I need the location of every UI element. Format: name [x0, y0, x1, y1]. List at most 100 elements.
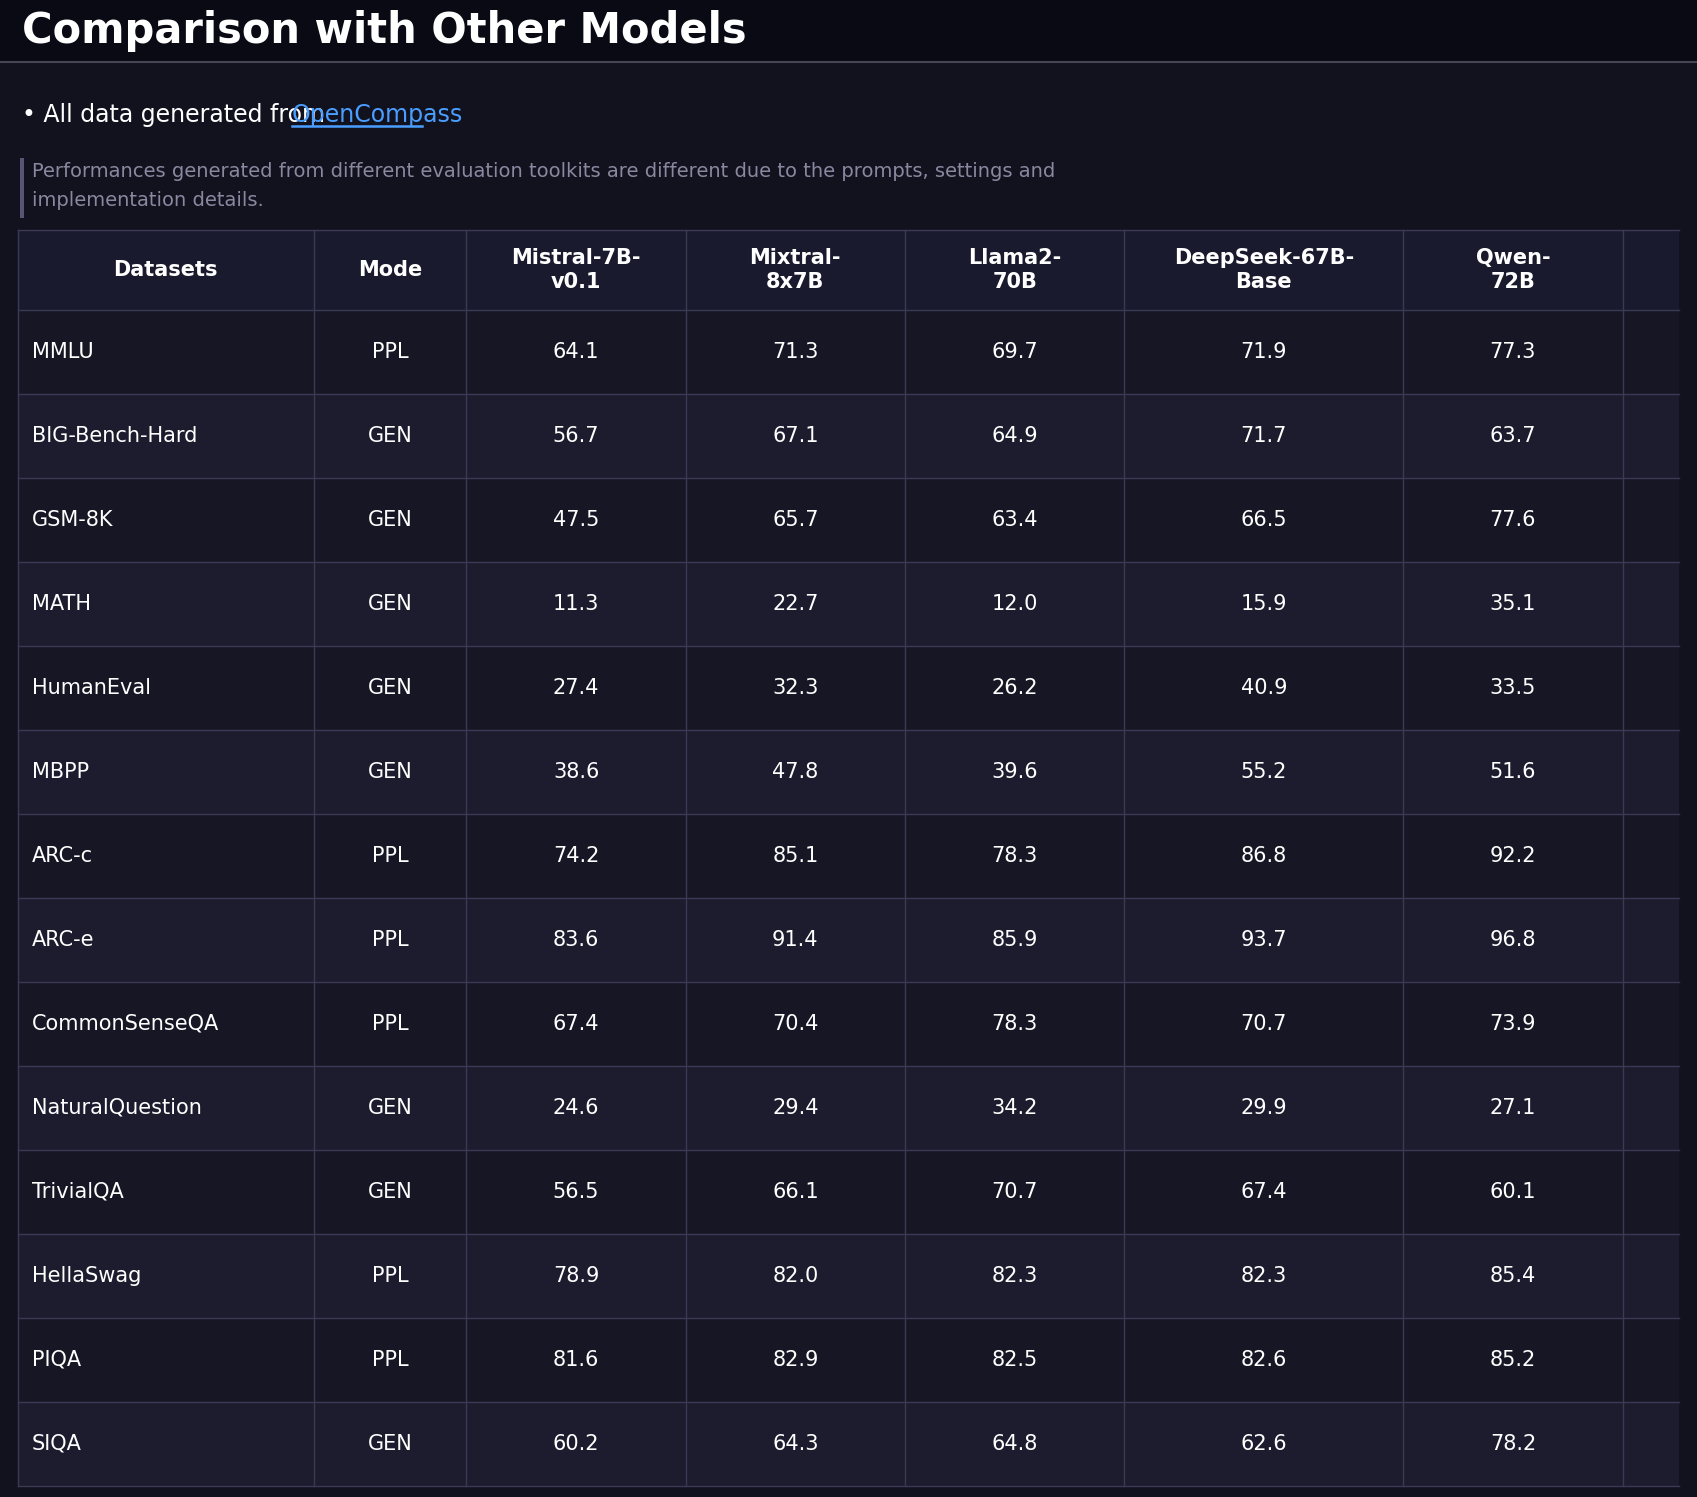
Text: ARC-e: ARC-e [32, 930, 95, 951]
Text: GEN: GEN [368, 427, 412, 446]
Text: 67.1: 67.1 [772, 427, 818, 446]
Text: 63.4: 63.4 [991, 510, 1039, 530]
Bar [19, 1403, 1678, 1487]
Text: PIQA: PIQA [32, 1350, 81, 1370]
Text: 74.2: 74.2 [553, 846, 599, 865]
Text: 69.7: 69.7 [991, 341, 1039, 362]
Text: 60.1: 60.1 [1490, 1183, 1536, 1202]
Text: 82.3: 82.3 [1241, 1266, 1286, 1286]
Text: 15.9: 15.9 [1241, 594, 1286, 614]
Text: 65.7: 65.7 [772, 510, 818, 530]
Text: TrivialQA: TrivialQA [32, 1183, 124, 1202]
Text: 78.2: 78.2 [1490, 1434, 1536, 1454]
Text: 73.9: 73.9 [1490, 1013, 1536, 1034]
Text: 64.8: 64.8 [991, 1434, 1039, 1454]
Bar [19, 982, 1678, 1066]
Bar [19, 731, 1678, 814]
Text: 85.4: 85.4 [1490, 1266, 1536, 1286]
Text: 78.3: 78.3 [991, 1013, 1039, 1034]
Text: CommonSenseQA: CommonSenseQA [32, 1013, 219, 1034]
Bar [19, 898, 1678, 982]
Text: 78.9: 78.9 [553, 1266, 599, 1286]
Text: 82.5: 82.5 [991, 1350, 1039, 1370]
Text: 33.5: 33.5 [1490, 678, 1536, 698]
Text: PPL: PPL [372, 930, 409, 951]
Text: 66.5: 66.5 [1241, 510, 1286, 530]
Bar [19, 478, 1678, 561]
Bar [19, 814, 1678, 898]
Text: Datasets: Datasets [114, 260, 219, 280]
Text: 96.8: 96.8 [1490, 930, 1536, 951]
Text: 40.9: 40.9 [1241, 678, 1286, 698]
Bar [19, 231, 1678, 310]
Text: GEN: GEN [368, 594, 412, 614]
Text: 70.4: 70.4 [772, 1013, 818, 1034]
Text: 71.3: 71.3 [772, 341, 818, 362]
Text: PPL: PPL [372, 1350, 409, 1370]
Text: 35.1: 35.1 [1490, 594, 1536, 614]
Bar [19, 1066, 1678, 1150]
Text: 34.2: 34.2 [991, 1097, 1039, 1118]
Text: 56.7: 56.7 [553, 427, 599, 446]
Text: 60.2: 60.2 [553, 1434, 599, 1454]
Text: Mixtral-
8x7B: Mixtral- 8x7B [750, 247, 842, 292]
Text: ARC-c: ARC-c [32, 846, 93, 865]
Text: Mistral-7B-
v0.1: Mistral-7B- v0.1 [511, 247, 641, 292]
Text: 27.1: 27.1 [1490, 1097, 1536, 1118]
Text: MATH: MATH [32, 594, 92, 614]
Text: 93.7: 93.7 [1241, 930, 1286, 951]
Text: GSM-8K: GSM-8K [32, 510, 114, 530]
Text: 70.7: 70.7 [991, 1183, 1039, 1202]
Text: 67.4: 67.4 [1241, 1183, 1286, 1202]
Text: GEN: GEN [368, 510, 412, 530]
Text: OpenCompass: OpenCompass [292, 103, 463, 127]
Bar [19, 394, 1678, 478]
Bar [19, 310, 1678, 394]
Text: 12.0: 12.0 [991, 594, 1039, 614]
Bar [19, 1317, 1678, 1403]
Text: GEN: GEN [368, 1434, 412, 1454]
Bar [20, 159, 24, 219]
Text: PPL: PPL [372, 1013, 409, 1034]
Text: 86.8: 86.8 [1241, 846, 1286, 865]
Text: 85.9: 85.9 [991, 930, 1039, 951]
Text: 67.4: 67.4 [553, 1013, 599, 1034]
Text: Llama2-
70B: Llama2- 70B [967, 247, 1061, 292]
Text: 82.6: 82.6 [1241, 1350, 1286, 1370]
Text: 64.1: 64.1 [553, 341, 599, 362]
Text: Performances generated from different evaluation toolkits are different due to t: Performances generated from different ev… [32, 162, 1056, 211]
Text: Mode: Mode [358, 260, 423, 280]
Text: 64.3: 64.3 [772, 1434, 818, 1454]
Text: GEN: GEN [368, 762, 412, 781]
Text: 78.3: 78.3 [991, 846, 1039, 865]
Text: PPL: PPL [372, 846, 409, 865]
Text: GEN: GEN [368, 1183, 412, 1202]
Text: GEN: GEN [368, 1097, 412, 1118]
Text: MMLU: MMLU [32, 341, 93, 362]
Text: NaturalQuestion: NaturalQuestion [32, 1097, 202, 1118]
Text: 47.5: 47.5 [553, 510, 599, 530]
Text: 32.3: 32.3 [772, 678, 818, 698]
Text: 92.2: 92.2 [1490, 846, 1536, 865]
Text: 22.7: 22.7 [772, 594, 818, 614]
Bar [19, 1234, 1678, 1317]
Text: 38.6: 38.6 [553, 762, 599, 781]
Text: 82.3: 82.3 [991, 1266, 1039, 1286]
Text: Qwen-
72B: Qwen- 72B [1476, 247, 1551, 292]
Text: 77.3: 77.3 [1490, 341, 1536, 362]
Text: 24.6: 24.6 [553, 1097, 599, 1118]
Text: 39.6: 39.6 [991, 762, 1039, 781]
Text: 85.1: 85.1 [772, 846, 818, 865]
Text: 81.6: 81.6 [553, 1350, 599, 1370]
Text: 66.1: 66.1 [772, 1183, 818, 1202]
Text: 71.7: 71.7 [1241, 427, 1286, 446]
Text: HumanEval: HumanEval [32, 678, 151, 698]
Bar [0, 0, 1697, 61]
Text: 26.2: 26.2 [991, 678, 1039, 698]
Text: 29.9: 29.9 [1241, 1097, 1286, 1118]
Text: 71.9: 71.9 [1241, 341, 1286, 362]
Text: 70.7: 70.7 [1241, 1013, 1286, 1034]
Text: 27.4: 27.4 [553, 678, 599, 698]
Text: PPL: PPL [372, 341, 409, 362]
Text: SIQA: SIQA [32, 1434, 81, 1454]
